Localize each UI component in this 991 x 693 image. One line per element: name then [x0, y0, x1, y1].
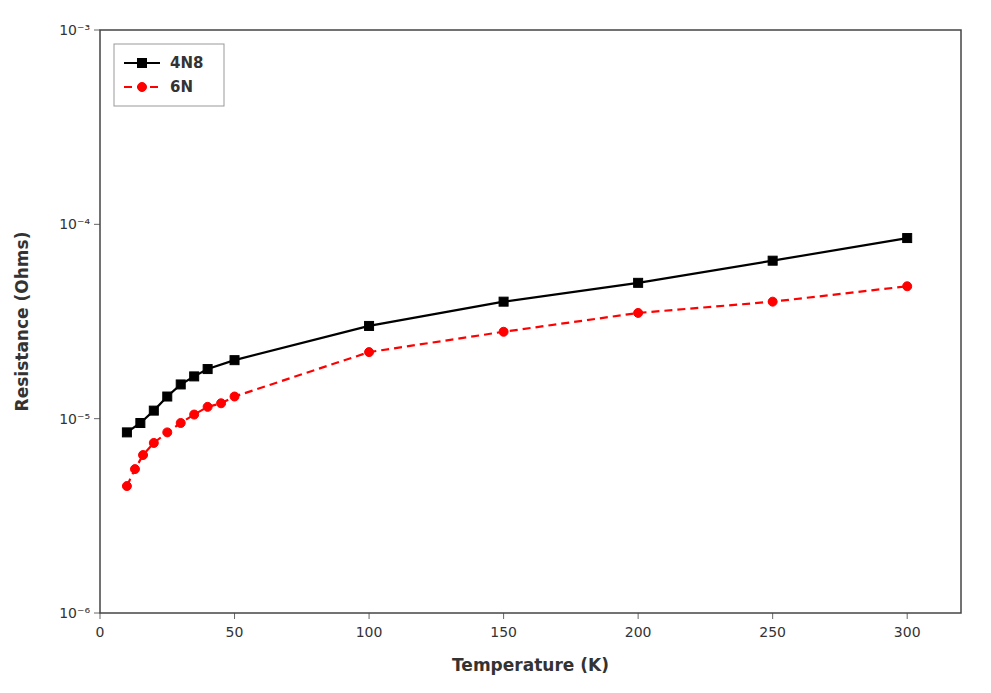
point [903, 234, 912, 243]
chart: 0 50 100 150 200 250 300 10⁻⁶ 10⁻⁵ 10⁻⁴ 10⁻³ Temper… [0, 0, 991, 693]
point [203, 365, 212, 374]
x-tick [503, 613, 504, 619]
x-axis-label: Temperature (K) [452, 655, 609, 675]
x-tick-label: 150 [490, 624, 517, 640]
y-tick [94, 613, 100, 614]
point [217, 399, 226, 408]
x-tick [638, 613, 639, 619]
point [499, 297, 508, 306]
point [203, 402, 212, 411]
plot-area [122, 234, 911, 491]
y-axis-label: Resistance (Ohms) [12, 232, 32, 412]
point [499, 327, 508, 336]
point [139, 451, 148, 460]
point [634, 278, 643, 287]
x-tick [369, 613, 370, 619]
x-tick-label: 300 [894, 624, 921, 640]
x-tick [907, 613, 908, 619]
point [122, 428, 131, 437]
legend-box [114, 44, 224, 106]
y-tick [94, 30, 100, 31]
point [176, 418, 185, 427]
plot-frame [100, 30, 961, 613]
y-tick [94, 224, 100, 225]
x-tick-label: 50 [226, 624, 244, 640]
axes: 0 50 100 150 200 250 300 10⁻⁶ 10⁻⁵ 10⁻⁴ 10⁻³ [59, 22, 961, 640]
point [149, 438, 158, 447]
x-tick-label: 0 [96, 624, 105, 640]
legend-label: 6N [170, 78, 193, 96]
legend-marker [138, 59, 147, 68]
point [149, 406, 158, 415]
x-tick [100, 613, 101, 619]
legend-label: 4N8 [170, 54, 203, 72]
point [230, 356, 239, 365]
point [190, 410, 199, 419]
x-tick-label: 100 [356, 624, 383, 640]
point [365, 348, 374, 357]
y-tick-label: 10⁻⁴ [59, 216, 90, 232]
legend: 4N86N [114, 44, 224, 106]
point [634, 308, 643, 317]
x-tick-label: 250 [759, 624, 786, 640]
point [230, 392, 239, 401]
y-tick-label: 10⁻⁵ [59, 411, 90, 427]
series-line [127, 238, 907, 432]
series [122, 234, 911, 437]
point [130, 465, 139, 474]
point [768, 256, 777, 265]
point [903, 282, 912, 291]
point [365, 321, 374, 330]
y-tick-label: 10⁻⁶ [59, 605, 90, 621]
x-tick [772, 613, 773, 619]
y-tick [94, 418, 100, 419]
y-tick-label: 10⁻³ [59, 22, 90, 38]
series [122, 282, 911, 491]
point [122, 482, 131, 491]
point [176, 380, 185, 389]
point [136, 418, 145, 427]
series-line [127, 286, 907, 486]
legend-marker [138, 83, 147, 92]
point [190, 372, 199, 381]
point [163, 428, 172, 437]
point [163, 392, 172, 401]
x-tick-label: 200 [625, 624, 652, 640]
point [768, 297, 777, 306]
x-tick [234, 613, 235, 619]
